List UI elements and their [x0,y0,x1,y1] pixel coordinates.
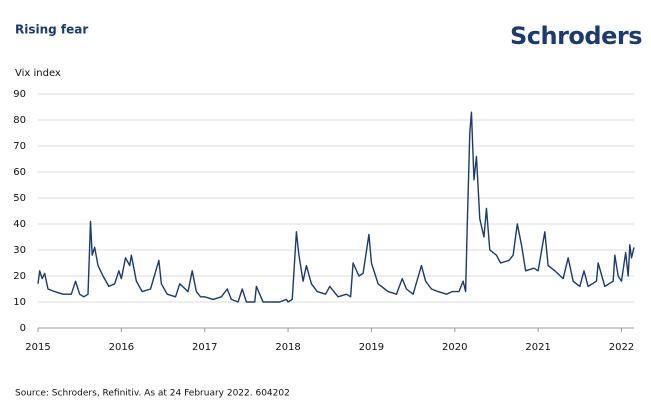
y-tick-label: 40 [13,219,26,230]
y-tick-label: 80 [13,115,26,126]
line [37,111,635,303]
y-tick-label: 70 [13,141,26,152]
y-tick-label: 50 [13,193,26,204]
x-tick-label: 2022 [609,342,634,353]
y-tick-label: 60 [13,167,26,178]
y-tick-label: 30 [13,245,26,256]
y-tick-label: 20 [13,271,26,282]
x-tick-label: 2017 [192,342,217,353]
x-tick-label: 2020 [442,342,467,353]
x-tick-label: 2016 [109,342,134,353]
y-tick-label: 90 [13,89,26,100]
x-tick-label: 2015 [25,342,50,353]
chart-title: Rising fear [15,23,88,37]
y-tick-label: 0 [20,323,26,334]
y-tick-label: 10 [13,297,26,308]
source: Source: Schroders, Refinitiv. As at 24 F… [15,389,290,399]
y-axis-label: Vix index [15,68,61,79]
x-tick-label: 2018 [275,342,300,353]
x-tick-label: 2021 [525,342,550,353]
logo: Schroders [510,22,642,50]
x-tick-label: 2019 [359,342,384,353]
